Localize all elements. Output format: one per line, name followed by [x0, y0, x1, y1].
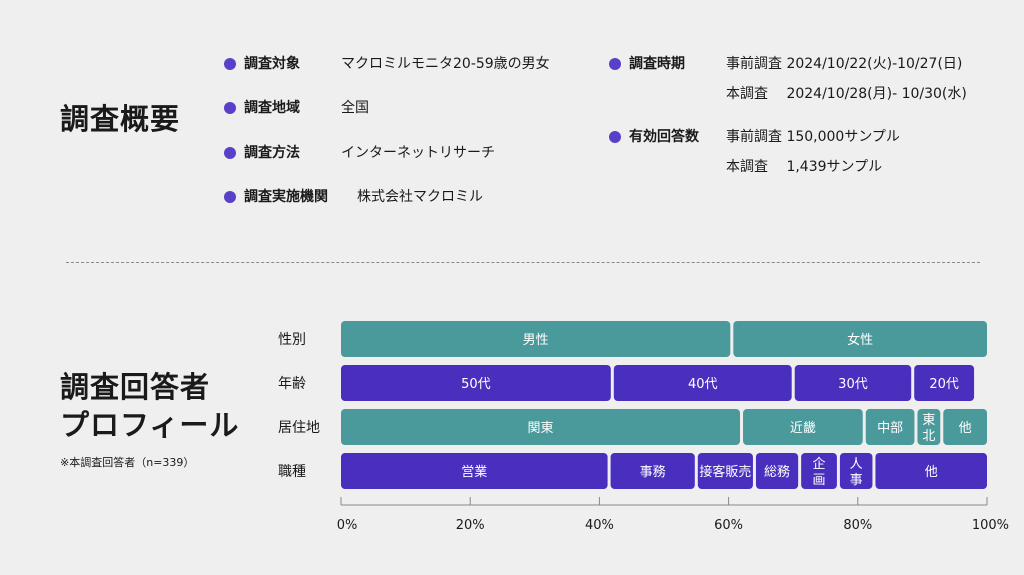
- section-divider: [66, 262, 980, 263]
- info-value-line2: 本調査 2024/10/28(月)- 10/30(水): [726, 86, 967, 102]
- segment-label: 画: [813, 473, 826, 488]
- row-label: 職種: [278, 464, 306, 480]
- info-target: 調査対象 マクロミルモニタ20-59歳の男女: [224, 53, 550, 75]
- info-value-line2: 本調査 1,439サンプル: [726, 159, 883, 175]
- profile-title: 調査回答者 プロフィール: [60, 368, 239, 444]
- bar-segment: [875, 453, 987, 489]
- bullet-dot-icon: [609, 131, 621, 143]
- segment-label: 事務: [640, 465, 666, 480]
- overview-title: 調査概要: [60, 102, 181, 136]
- info-period: 調査時期 事前調査 2024/10/22(火)-10/27(日) 本調査 202…: [609, 53, 967, 102]
- segment-label: 接客販売: [699, 464, 751, 480]
- segment-label: 男性: [523, 333, 549, 348]
- bar-segment: [914, 365, 975, 401]
- segment-label: 近畿: [790, 421, 816, 436]
- x-tick-label: 0%: [337, 518, 358, 533]
- bar-segment: [743, 409, 863, 445]
- segment-label: 東: [922, 412, 935, 428]
- segment-label: 30代: [838, 377, 868, 392]
- info-method: 調査方法 インターネットリサーチ: [224, 142, 495, 164]
- bar-segment: [943, 409, 987, 445]
- segment-label: 他: [925, 465, 938, 480]
- x-tick-label: 60%: [714, 518, 743, 533]
- bar-segment: [755, 453, 799, 489]
- x-tick-label: 100%: [972, 518, 1009, 533]
- bar-segment: [610, 453, 695, 489]
- bar-segment: [865, 409, 915, 445]
- segment-label: 事: [850, 473, 863, 488]
- info-label: 調査実施機関: [244, 189, 328, 205]
- info-value-line1: 事前調査 2024/10/22(火)-10/27(日): [726, 56, 963, 72]
- info-label: 調査対象: [244, 56, 300, 72]
- x-tick-label: 20%: [456, 518, 485, 533]
- info-value: 全国: [341, 100, 369, 116]
- segment-label: 関東: [528, 420, 554, 436]
- info-label: 調査地域: [244, 100, 300, 116]
- bar-segment: [341, 409, 741, 445]
- bar-segment: [839, 453, 873, 489]
- segment-label: 20代: [929, 377, 959, 392]
- info-value: 株式会社マクロミル: [357, 189, 483, 205]
- bar-segment: [341, 365, 611, 401]
- bullet-dot-icon: [609, 58, 621, 70]
- row-label: 性別: [278, 332, 306, 348]
- info-responses: 有効回答数 事前調査 150,000サンプル 本調査 1,439サンプル: [609, 126, 900, 175]
- segment-label: 企: [813, 456, 826, 472]
- segment-label: 北: [922, 429, 935, 444]
- bar-segment: [341, 321, 731, 357]
- segment-label: 他: [959, 421, 972, 436]
- info-value: インターネットリサーチ: [341, 145, 495, 161]
- segment-label: 人: [850, 457, 863, 472]
- bar-segment: [733, 321, 987, 357]
- x-tick-label: 40%: [585, 518, 614, 533]
- info-label: 調査方法: [244, 145, 300, 161]
- bullet-dot-icon: [224, 147, 236, 159]
- info-value-line1: 事前調査 150,000サンプル: [726, 129, 900, 145]
- bar-segment: [697, 453, 753, 489]
- x-tick-label: 80%: [843, 518, 872, 533]
- bar-segment: [613, 365, 792, 401]
- bullet-dot-icon: [224, 191, 236, 203]
- segment-label: 40代: [688, 377, 718, 392]
- row-label: 年齢: [278, 376, 306, 392]
- bar-segment: [917, 409, 941, 445]
- row-label: 居住地: [278, 420, 320, 436]
- segment-label: 総務: [764, 465, 790, 480]
- info-region: 調査地域 全国: [224, 97, 369, 119]
- segment-label: 女性: [847, 332, 873, 348]
- segment-label: 中部: [877, 421, 903, 436]
- bar-segment: [801, 453, 837, 489]
- bullet-dot-icon: [224, 102, 236, 114]
- info-organization: 調査実施機関 株式会社マクロミル: [224, 186, 483, 208]
- segment-label: 営業: [461, 464, 487, 480]
- bar-segment: [341, 453, 608, 489]
- bar-segment: [794, 365, 912, 401]
- profile-title-line2: プロフィール: [60, 408, 240, 442]
- info-label: 調査時期: [629, 56, 685, 72]
- profile-title-line1: 調査回答者: [60, 370, 211, 404]
- info-label: 有効回答数: [629, 129, 699, 145]
- segment-label: 50代: [461, 377, 491, 392]
- bullet-dot-icon: [224, 58, 236, 70]
- info-value: マクロミルモニタ20-59歳の男女: [341, 56, 550, 72]
- respondent-note: ※本調査回答者（n=339）: [60, 456, 195, 469]
